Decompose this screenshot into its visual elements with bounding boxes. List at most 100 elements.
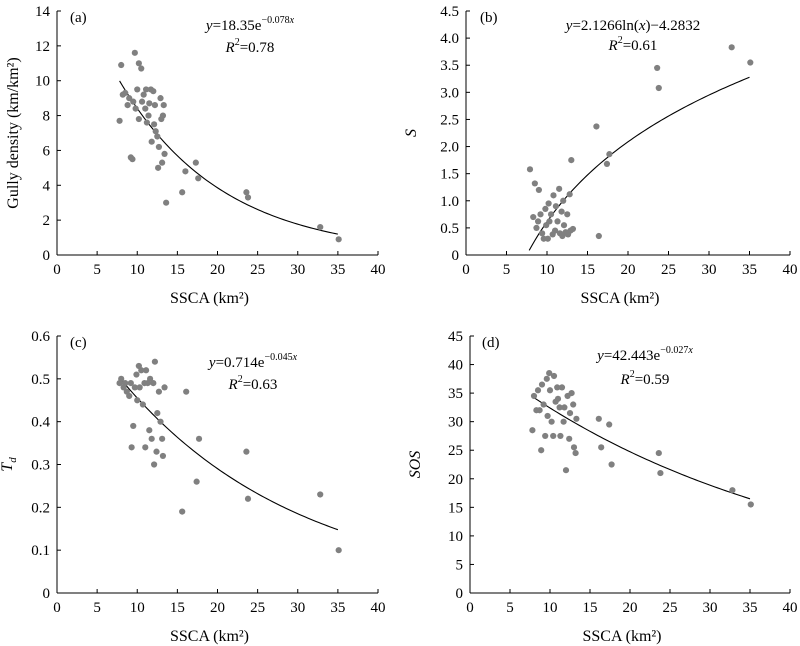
data-point xyxy=(606,421,613,428)
r-squared-symbol: R xyxy=(228,377,238,393)
data-point xyxy=(537,211,544,218)
x-axis-title: SSCA (km²) xyxy=(170,290,249,307)
r-squared: R2=0.78 xyxy=(225,37,275,56)
data-point xyxy=(556,404,563,411)
y-tick-label: 4.0 xyxy=(440,31,459,47)
x-tick-label: 35 xyxy=(330,600,345,616)
data-point xyxy=(182,168,189,175)
data-point xyxy=(566,410,574,417)
x-tick-label: 10 xyxy=(130,262,145,278)
data-point xyxy=(146,375,154,382)
x-tick-label: 40 xyxy=(371,600,386,616)
data-point xyxy=(317,491,324,498)
data-point xyxy=(133,371,140,378)
x-tick-label: 30 xyxy=(290,262,305,278)
x-tick-label: 15 xyxy=(580,262,595,278)
data-point xyxy=(148,138,155,145)
data-point xyxy=(130,98,137,105)
y-tick-label: 45 xyxy=(448,329,463,345)
r-squared-symbol: R xyxy=(620,372,630,388)
x-tick-label: 40 xyxy=(371,262,386,278)
data-point xyxy=(146,100,153,107)
x-tick-label: 15 xyxy=(170,600,185,616)
data-point xyxy=(540,401,547,408)
x-tick-label: 35 xyxy=(742,262,757,278)
data-point xyxy=(558,384,566,391)
x-tick-label: 0 xyxy=(53,600,61,616)
x-tick-label: 15 xyxy=(170,262,185,278)
x-tick-label: 20 xyxy=(623,600,638,616)
x-tick-label: 35 xyxy=(330,262,345,278)
data-point xyxy=(118,61,125,69)
y-tick-label: 5 xyxy=(456,557,464,573)
r-squared: R2=0.59 xyxy=(620,369,670,388)
data-point xyxy=(145,112,152,119)
r-squared-value: =0.78 xyxy=(240,40,275,56)
data-point xyxy=(148,435,155,442)
data-point xyxy=(157,95,164,102)
data-point xyxy=(529,427,536,434)
y-tick-label: 12 xyxy=(35,39,50,55)
x-axis-title: SSCA (km²) xyxy=(580,290,659,307)
data-point xyxy=(150,88,157,95)
data-point xyxy=(655,84,662,92)
data-point xyxy=(557,432,564,440)
x-tick-label: 35 xyxy=(743,600,758,616)
data-point xyxy=(116,117,123,124)
r-squared: R2=0.63 xyxy=(228,374,278,393)
chart-panel-c: 0 5 10 15 20 25 30 35 40 0 0.1 0.2 0.3 0.4 0.5 0.6 SSCA … xyxy=(0,329,386,645)
x-tick-label: 10 xyxy=(543,600,558,616)
data-point xyxy=(534,387,542,394)
x-axis-title: SSCA (km²) xyxy=(170,628,249,645)
data-point xyxy=(143,119,150,126)
data-point xyxy=(573,415,580,422)
y-tick-label: 30 xyxy=(448,415,463,431)
x-tick-label: 5 xyxy=(506,600,514,616)
equation-part: =2.1266ln( xyxy=(572,18,638,34)
x-tick-label: 25 xyxy=(661,262,676,278)
chart-panel-d: 0 5 10 15 20 25 30 35 40 0 5 10 15 20 25 30 35 40 45 SSCA (… xyxy=(407,329,798,645)
data-point xyxy=(192,159,199,166)
y-tick-label: 35 xyxy=(448,386,463,402)
data-point xyxy=(157,418,164,425)
data-point xyxy=(142,105,149,112)
data-point xyxy=(127,380,134,387)
x-tick-label: 5 xyxy=(93,262,101,278)
data-point xyxy=(130,422,137,430)
data-point xyxy=(536,407,543,414)
data-point xyxy=(533,224,540,231)
x-tick-label: 25 xyxy=(250,262,265,278)
data-point xyxy=(538,381,546,388)
panel-label: (d) xyxy=(482,335,500,351)
data-point xyxy=(140,91,147,98)
equation-part: =18.35e xyxy=(213,18,262,34)
data-point xyxy=(562,467,570,474)
r-squared-symbol: R xyxy=(608,38,618,54)
data-point xyxy=(560,418,567,425)
chart-panel-a: 0 5 10 15 20 25 30 35 40 0 2 4 6 8 10 12 14 SSCA (km²) Gul… xyxy=(5,4,386,307)
data-point xyxy=(546,218,553,225)
data-point xyxy=(538,447,545,454)
x-axis-title: SSCA (km²) xyxy=(582,628,661,645)
data-point xyxy=(317,224,324,231)
data-point xyxy=(134,86,141,93)
data-point xyxy=(150,380,157,387)
y-axis-title: Td xyxy=(0,457,19,472)
y-tick-label: 4.5 xyxy=(440,4,459,20)
equation-part: =42.443e xyxy=(604,348,661,364)
data-point xyxy=(154,133,161,140)
x-tick-label: 25 xyxy=(250,600,265,616)
data-point xyxy=(554,395,562,402)
data-point xyxy=(544,412,551,420)
fit-equation: y=2.1266ln(x)−4.2832 xyxy=(564,18,700,34)
data-point xyxy=(142,444,149,451)
data-point xyxy=(139,401,146,408)
y-tick-label: 40 xyxy=(448,358,463,374)
x-tick-label: 20 xyxy=(210,262,225,278)
y-axis-title-sub: d xyxy=(7,457,19,463)
data-point xyxy=(595,232,602,240)
y-axis-title: SOS xyxy=(407,451,424,479)
panel-label: (c) xyxy=(70,335,87,351)
equation-exponent-x: x xyxy=(289,15,295,26)
